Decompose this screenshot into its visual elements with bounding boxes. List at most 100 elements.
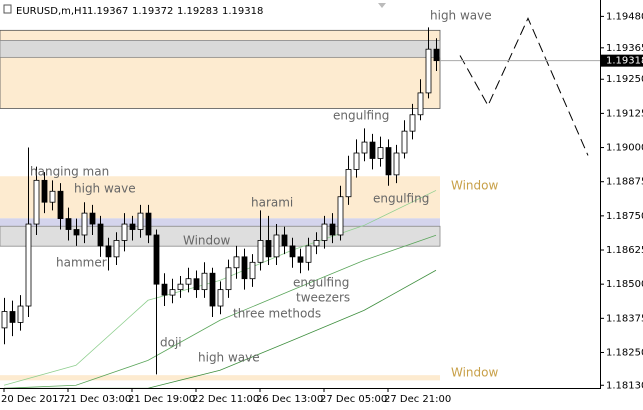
candle-body bbox=[33, 179, 40, 225]
candle-body bbox=[73, 229, 80, 236]
candle-body bbox=[57, 190, 64, 219]
price-tag-label: 1.19318 bbox=[606, 56, 643, 67]
candle-body bbox=[105, 245, 112, 258]
annotation: Window bbox=[451, 179, 499, 193]
candle-body bbox=[337, 196, 344, 236]
candle-body bbox=[313, 240, 320, 247]
header-low: 1.19283 bbox=[177, 6, 218, 17]
y-tick-label: 1.18625 bbox=[606, 245, 643, 256]
candle-body bbox=[17, 305, 24, 323]
candle-body bbox=[185, 278, 192, 285]
annotation: tweezers bbox=[296, 291, 350, 305]
annotation: three methods bbox=[233, 307, 321, 321]
y-tick-label: 1.18250 bbox=[606, 347, 643, 358]
y-tick-label: 1.18130 bbox=[606, 380, 643, 391]
candle-body bbox=[1, 311, 8, 329]
annotation: Window bbox=[451, 366, 499, 380]
candle-body bbox=[161, 283, 168, 296]
annotation: doji bbox=[160, 336, 182, 350]
annotation: engulfing bbox=[373, 192, 429, 206]
candle-body bbox=[201, 272, 208, 291]
candle-body bbox=[281, 234, 288, 247]
candle-body bbox=[137, 212, 144, 230]
annotation: engulfing bbox=[293, 276, 349, 290]
candle-body bbox=[385, 147, 392, 176]
candle-body bbox=[225, 267, 232, 291]
price-tag bbox=[601, 54, 643, 67]
x-tick-label: 26 Dec 13:00 bbox=[256, 394, 323, 405]
moving-average bbox=[3, 190, 437, 386]
candle-body bbox=[89, 212, 96, 225]
candle-body bbox=[177, 283, 184, 291]
y-tick-label: 1.18750 bbox=[606, 211, 643, 222]
candle-body bbox=[353, 152, 360, 170]
candle-body bbox=[153, 234, 160, 285]
candle-body bbox=[9, 311, 16, 323]
price-zone bbox=[0, 218, 440, 227]
candle-body bbox=[433, 48, 440, 62]
candle-body bbox=[321, 223, 328, 241]
y-tick-label: 1.19365 bbox=[606, 43, 643, 54]
annotation: Window bbox=[183, 234, 231, 248]
annotation: high wave bbox=[74, 182, 136, 196]
candle-body bbox=[113, 240, 120, 258]
candle-body bbox=[233, 256, 240, 269]
moving-average bbox=[3, 234, 437, 389]
candle-body bbox=[193, 278, 200, 291]
annotation: hanging man bbox=[30, 165, 109, 179]
candle-body bbox=[329, 223, 336, 236]
candle-body bbox=[241, 256, 248, 280]
annotation: high wave bbox=[198, 351, 260, 365]
annotation: high wave bbox=[430, 9, 492, 23]
annotation: hammer bbox=[56, 256, 107, 270]
candle-body bbox=[25, 223, 32, 307]
candle-body bbox=[297, 256, 304, 263]
candle-body bbox=[49, 190, 56, 203]
x-tick-label: 20 Dec 2017 bbox=[1, 394, 65, 405]
y-tick-label: 1.19125 bbox=[606, 108, 643, 119]
price-zone bbox=[0, 40, 441, 58]
header: EURUSD,m,H1 1.19367 1.19372 1.19283 1.19… bbox=[16, 6, 263, 17]
candle-body bbox=[417, 92, 424, 116]
candle-body bbox=[217, 289, 224, 307]
candle-body bbox=[145, 212, 152, 236]
symbol-icon bbox=[3, 4, 12, 14]
header-high: 1.19372 bbox=[132, 6, 173, 17]
candle-body bbox=[81, 212, 88, 236]
x-tick-label: 27 Dec 21:00 bbox=[384, 394, 451, 405]
candle-body bbox=[129, 223, 136, 230]
candle-body bbox=[41, 179, 48, 203]
symbol: EURUSD,m,H1 bbox=[16, 6, 88, 17]
candle-body bbox=[265, 240, 272, 258]
candle-body bbox=[97, 223, 104, 247]
candle-body bbox=[121, 223, 128, 241]
candle-body bbox=[209, 272, 216, 307]
candle-body bbox=[377, 147, 384, 159]
x-tick-label: 21 Dec 19:00 bbox=[128, 394, 195, 405]
y-tick-label: 1.19000 bbox=[606, 143, 643, 154]
candle-body bbox=[65, 218, 72, 230]
price-zone bbox=[0, 176, 440, 219]
candle-body bbox=[289, 245, 296, 258]
candle-body bbox=[305, 245, 312, 263]
x-tick-label: 21 Dec 03:00 bbox=[64, 394, 131, 405]
y-tick-label: 1.18375 bbox=[606, 313, 643, 324]
y-tick-label: 1.18500 bbox=[606, 279, 643, 290]
y-tick-label: 1.19250 bbox=[606, 74, 643, 85]
projection-line bbox=[459, 17, 589, 156]
candle-body bbox=[257, 240, 264, 263]
y-tick-label: 1.18875 bbox=[606, 177, 643, 188]
candle-body bbox=[361, 141, 368, 154]
candle-body bbox=[369, 141, 376, 159]
candle-body bbox=[401, 130, 408, 154]
annotation: harami bbox=[251, 196, 293, 210]
candle-body bbox=[345, 169, 352, 198]
candle-body bbox=[409, 114, 416, 132]
candle-body bbox=[273, 234, 280, 258]
scroll-marker bbox=[378, 3, 386, 8]
price-zone bbox=[0, 375, 440, 381]
annotation: engulfing bbox=[333, 109, 389, 123]
candle-body bbox=[249, 261, 256, 280]
header-open: 1.19367 bbox=[87, 6, 128, 17]
